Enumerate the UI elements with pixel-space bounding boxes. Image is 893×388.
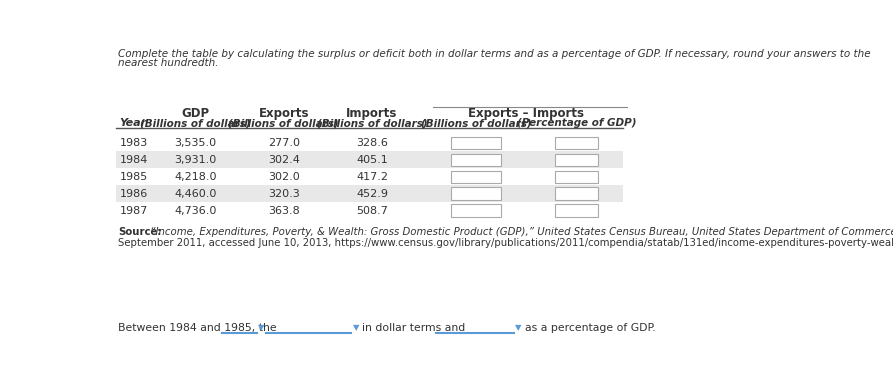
FancyBboxPatch shape <box>555 171 598 183</box>
Text: 508.7: 508.7 <box>356 206 388 216</box>
Text: 452.9: 452.9 <box>356 189 388 199</box>
Text: ▼: ▼ <box>258 323 264 332</box>
Text: 1983: 1983 <box>120 138 147 148</box>
FancyBboxPatch shape <box>451 171 501 183</box>
FancyBboxPatch shape <box>451 187 501 200</box>
Text: 1984: 1984 <box>120 155 147 165</box>
Text: (Billions of dollars): (Billions of dollars) <box>317 118 428 128</box>
FancyBboxPatch shape <box>451 137 501 149</box>
Text: ▼: ▼ <box>515 323 522 332</box>
FancyBboxPatch shape <box>115 151 623 168</box>
Text: Between 1984 and 1985, the: Between 1984 and 1985, the <box>118 323 277 333</box>
Text: 302.4: 302.4 <box>268 155 300 165</box>
Text: 4,736.0: 4,736.0 <box>174 206 216 216</box>
Text: 363.8: 363.8 <box>268 206 299 216</box>
Text: Source:: Source: <box>118 227 162 237</box>
Text: in dollar terms and: in dollar terms and <box>362 323 465 333</box>
Text: Exports: Exports <box>258 107 309 120</box>
Text: GDP: GDP <box>181 107 209 120</box>
FancyBboxPatch shape <box>451 154 501 166</box>
Text: 3,535.0: 3,535.0 <box>174 138 216 148</box>
Text: Year: Year <box>120 118 146 128</box>
Text: (Billions of dollars): (Billions of dollars) <box>140 118 251 128</box>
Text: Imports: Imports <box>346 107 397 120</box>
Text: 320.3: 320.3 <box>268 189 299 199</box>
Text: 405.1: 405.1 <box>356 155 388 165</box>
Text: 4,218.0: 4,218.0 <box>174 172 217 182</box>
Text: “Income, Expenditures, Poverty, & Wealth: Gross Domestic Product (GDP),” United : “Income, Expenditures, Poverty, & Wealth… <box>147 227 893 237</box>
FancyBboxPatch shape <box>451 204 501 217</box>
Text: 1985: 1985 <box>120 172 147 182</box>
Text: (Percentage of GDP): (Percentage of GDP) <box>517 118 637 128</box>
Text: Exports – Imports: Exports – Imports <box>468 107 584 120</box>
FancyBboxPatch shape <box>555 137 598 149</box>
Text: (Billions of dollars): (Billions of dollars) <box>421 118 531 128</box>
Text: 302.0: 302.0 <box>268 172 299 182</box>
FancyBboxPatch shape <box>555 204 598 217</box>
Text: Complete the table by calculating the surplus or deficit both in dollar terms an: Complete the table by calculating the su… <box>118 49 871 59</box>
FancyBboxPatch shape <box>115 185 623 202</box>
Text: ▼: ▼ <box>353 323 359 332</box>
Text: September 2011, accessed June 10, 2013, https://www.census.gov/library/publicati: September 2011, accessed June 10, 2013, … <box>118 237 893 248</box>
Text: 4,460.0: 4,460.0 <box>174 189 216 199</box>
FancyBboxPatch shape <box>555 187 598 200</box>
Text: (Billions of dollars): (Billions of dollars) <box>229 118 339 128</box>
Text: 328.6: 328.6 <box>356 138 388 148</box>
Text: 277.0: 277.0 <box>268 138 300 148</box>
Text: 1987: 1987 <box>120 206 147 216</box>
Text: 417.2: 417.2 <box>356 172 388 182</box>
Text: 1986: 1986 <box>120 189 147 199</box>
Text: as a percentage of GDP.: as a percentage of GDP. <box>525 323 655 333</box>
FancyBboxPatch shape <box>555 154 598 166</box>
Text: nearest hundredth.: nearest hundredth. <box>118 58 218 68</box>
Text: 3,931.0: 3,931.0 <box>174 155 216 165</box>
